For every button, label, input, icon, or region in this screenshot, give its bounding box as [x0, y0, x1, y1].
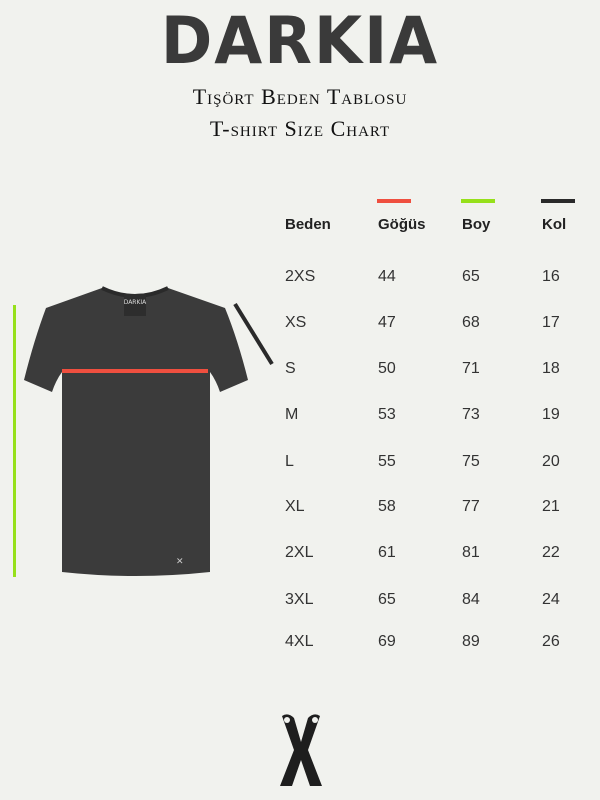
- gogus-measure-line: [62, 369, 208, 373]
- cell-kol: 21: [542, 498, 560, 515]
- cell-gogus: 65: [378, 591, 396, 608]
- cell-beden: 2XS: [285, 268, 316, 285]
- x-logo-icon: [280, 714, 322, 786]
- cell-boy: 84: [462, 591, 480, 608]
- cell-boy: 75: [462, 453, 480, 470]
- cell-kol: 18: [542, 360, 560, 377]
- kol-measure-line: [233, 302, 274, 366]
- cell-boy: 68: [462, 314, 480, 331]
- cell-beden: 2XL: [285, 544, 314, 561]
- cell-gogus: 55: [378, 453, 396, 470]
- cell-kol: 22: [542, 544, 560, 561]
- gogus-color-swatch: [377, 199, 411, 203]
- cell-kol: 17: [542, 314, 560, 331]
- cell-gogus: 69: [378, 633, 396, 650]
- column-header-beden: Beden: [285, 216, 331, 233]
- cell-boy: 77: [462, 498, 480, 515]
- cell-gogus: 50: [378, 360, 396, 377]
- cell-beden: XL: [285, 498, 305, 515]
- column-header-kol: Kol: [542, 216, 567, 233]
- cell-gogus: 44: [378, 268, 396, 285]
- boy-color-swatch: [461, 199, 495, 203]
- cell-beden: XS: [285, 314, 307, 331]
- cell-kol: 24: [542, 591, 560, 608]
- cell-gogus: 53: [378, 406, 396, 423]
- svg-text:✕: ✕: [176, 557, 184, 567]
- cell-beden: M: [285, 406, 299, 423]
- cell-gogus: 61: [378, 544, 396, 561]
- cell-boy: 73: [462, 406, 480, 423]
- title-turkish: Tişört Beden Tablosu: [192, 84, 408, 109]
- cell-beden: 3XL: [285, 591, 314, 608]
- cell-boy: 71: [462, 360, 480, 377]
- cell-kol: 19: [542, 406, 560, 423]
- cell-gogus: 58: [378, 498, 396, 515]
- kol-color-swatch: [541, 199, 575, 203]
- cell-beden: L: [285, 453, 294, 470]
- brand-logo: DARKIA: [160, 2, 440, 79]
- cell-boy: 65: [462, 268, 480, 285]
- shirt-label: DARKIA: [124, 299, 147, 306]
- cell-kol: 20: [542, 453, 560, 470]
- cell-gogus: 47: [378, 314, 396, 331]
- column-header-gogus: Göğüs: [378, 216, 426, 233]
- cell-kol: 16: [542, 268, 560, 285]
- title-english: T-shirt Size Chart: [209, 116, 391, 141]
- cell-boy: 89: [462, 633, 480, 650]
- boy-measure-line: [13, 305, 16, 577]
- cell-beden: S: [285, 360, 296, 377]
- cell-kol: 26: [542, 633, 560, 650]
- tshirt-illustration: DARKIA ✕: [13, 286, 274, 577]
- cell-beden: 4XL: [285, 633, 314, 650]
- cell-boy: 81: [462, 544, 480, 561]
- column-header-boy: Boy: [462, 216, 491, 233]
